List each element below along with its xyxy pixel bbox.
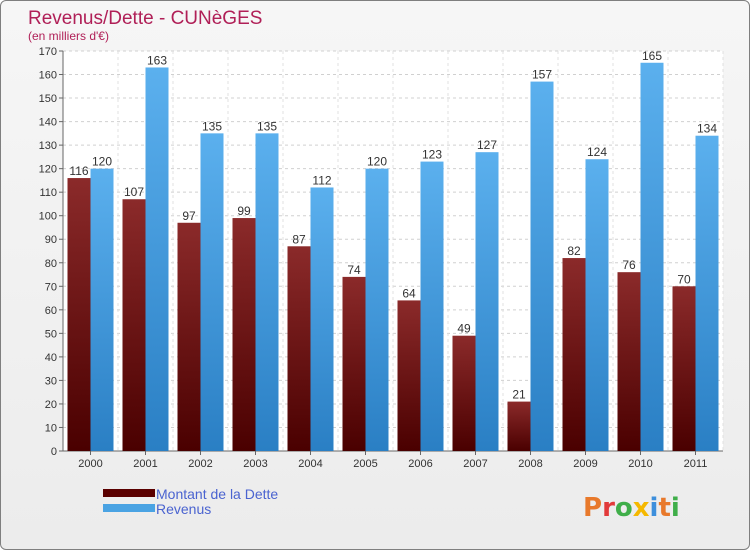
- value-label: 87: [292, 232, 306, 246]
- x-tick-label: 2009: [573, 458, 597, 470]
- bar-dette-2011: [672, 286, 696, 451]
- bar-revenus-2001: [145, 67, 169, 452]
- bar-revenus-2011: [695, 135, 719, 452]
- y-tick-label: 110: [39, 187, 57, 199]
- y-tick-label: 20: [45, 399, 57, 411]
- bar-revenus-2007: [475, 152, 499, 452]
- value-label: 107: [124, 185, 144, 199]
- x-tick-label: 2006: [408, 458, 432, 470]
- value-label: 99: [237, 204, 251, 218]
- value-label: 165: [642, 49, 662, 63]
- y-tick-label: 60: [45, 305, 57, 317]
- y-tick-label: 10: [45, 422, 57, 434]
- value-label: 64: [402, 286, 416, 300]
- bar-dette-2009: [562, 258, 586, 451]
- value-label: 157: [532, 68, 552, 82]
- y-tick-label: 140: [39, 117, 57, 129]
- value-label: 135: [202, 119, 222, 133]
- legend-label-revenus: Revenus: [156, 501, 211, 517]
- value-label: 123: [422, 148, 442, 162]
- y-tick-label: 170: [39, 46, 57, 58]
- value-label: 134: [697, 122, 717, 136]
- bar-revenus-2003: [255, 133, 279, 451]
- value-label: 124: [587, 145, 607, 159]
- bar-revenus-2002: [200, 133, 224, 451]
- bar-dette-2008: [507, 401, 531, 451]
- bar-dette-2006: [397, 300, 421, 451]
- y-tick-label: 150: [39, 93, 57, 105]
- bar-revenus-2006: [420, 161, 444, 451]
- logo-letter: o: [615, 493, 633, 523]
- bar-dette-2000: [67, 178, 91, 451]
- value-label: 116: [69, 164, 88, 178]
- logo-letter: r: [602, 493, 615, 523]
- x-tick-label: 2002: [188, 458, 212, 470]
- bar-revenus-2008: [530, 81, 554, 452]
- y-tick-label: 50: [45, 328, 57, 340]
- value-label: 127: [477, 138, 497, 152]
- chart-subtitle: (en milliers d'€): [28, 29, 109, 43]
- bars-layer: [67, 62, 719, 452]
- bar-revenus-2000: [90, 168, 114, 451]
- grid-layer: 0 10 20 30 40 50 60 70 80 90 100 110 120 130 140 150 160…: [39, 46, 724, 458]
- x-tick-label: 2000: [78, 458, 102, 470]
- x-tick-label: 2004: [298, 458, 322, 470]
- bar-dette-2005: [342, 276, 366, 451]
- value-label: 120: [92, 155, 112, 169]
- y-tick-label: 100: [39, 211, 57, 223]
- value-label: 97: [182, 209, 196, 223]
- bar-dette-2001: [122, 199, 146, 451]
- bar-dette-2004: [287, 246, 311, 451]
- logo-letter: P: [583, 493, 602, 523]
- bar-dette-2003: [232, 218, 256, 451]
- value-label: 49: [457, 322, 471, 336]
- y-tick-label: 30: [45, 375, 57, 387]
- x-tick-label: 2010: [628, 458, 652, 470]
- value-label: 76: [622, 258, 636, 272]
- value-label: 112: [312, 173, 331, 187]
- y-tick-label: 90: [45, 234, 57, 246]
- value-label: 163: [147, 53, 167, 67]
- y-tick-label: 70: [45, 281, 57, 293]
- legend-swatch-revenus: [103, 504, 155, 512]
- y-tick-label: 80: [45, 258, 57, 270]
- logo-letter: i: [671, 493, 680, 523]
- x-tick-label: 2003: [243, 458, 267, 470]
- bar-revenus-2009: [585, 159, 609, 451]
- y-tick-label: 120: [39, 164, 57, 176]
- chart-title: Revenus/Dette - CUNèGES: [28, 8, 262, 29]
- value-label: 135: [257, 119, 277, 133]
- value-label: 82: [567, 244, 581, 258]
- bar-dette-2010: [617, 272, 641, 451]
- bar-revenus-2005: [365, 168, 389, 451]
- value-label: 120: [367, 155, 387, 169]
- value-label: 21: [512, 388, 526, 402]
- bar-dette-2002: [177, 222, 201, 451]
- legend-swatch-debt: [103, 489, 155, 497]
- x-tick-label: 2011: [684, 458, 708, 470]
- proxiti-logo: Proxiti: [583, 493, 680, 523]
- logo-letter: i: [650, 493, 659, 523]
- y-tick-label: 130: [39, 140, 57, 152]
- x-tick-label: 2005: [353, 458, 377, 470]
- x-tick-label: 2008: [518, 458, 542, 470]
- bar-revenus-2010: [640, 62, 664, 451]
- legend-label-debt: Montant de la Dette: [156, 486, 278, 502]
- legend: Montant de la Dette Revenus: [103, 486, 278, 517]
- value-label: 74: [347, 263, 361, 277]
- logo-letter: t: [658, 493, 670, 523]
- labels-layer: 116 120 2000 107 163 2001 97 135 2002 99 135 2003 87…: [69, 49, 717, 470]
- x-tick-label: 2001: [133, 458, 157, 470]
- bar-revenus-2004: [310, 187, 334, 451]
- y-tick-label: 0: [51, 446, 57, 458]
- x-tick-label: 2007: [463, 458, 487, 470]
- logo-letter: x: [633, 493, 650, 523]
- y-tick-label: 160: [39, 70, 57, 82]
- bar-dette-2007: [452, 335, 476, 451]
- value-label: 70: [677, 272, 691, 286]
- y-tick-label: 40: [45, 352, 57, 364]
